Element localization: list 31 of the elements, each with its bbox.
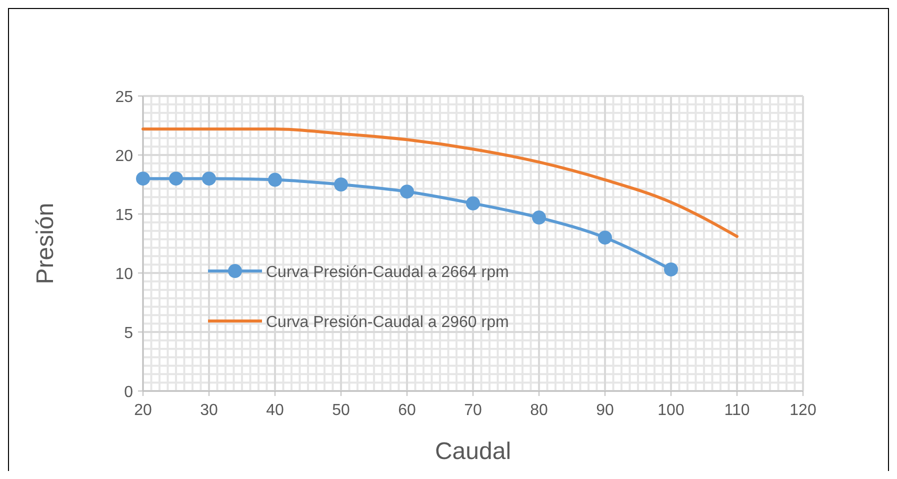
x-tick-label: 40: [266, 402, 284, 419]
x-tick-label: 60: [398, 402, 416, 419]
point: [202, 172, 216, 186]
point: [268, 172, 282, 187]
point: [334, 178, 348, 192]
y-tick-label: 20: [115, 148, 134, 165]
line-series: [142, 128, 738, 238]
x-tick-label: 100: [658, 402, 684, 419]
point: [532, 210, 546, 225]
x-tick-label: 120: [790, 402, 816, 419]
x-tick-label: 110: [724, 402, 750, 419]
x-tick-label: 30: [200, 402, 218, 419]
x-tick-label: 70: [464, 402, 482, 419]
x-tick-label: 80: [530, 402, 548, 419]
point: [136, 172, 150, 186]
x-axis-title: Caudal: [434, 438, 512, 465]
point: [466, 196, 480, 210]
point: [664, 262, 678, 276]
point: [169, 172, 183, 186]
y-tick-label: 0: [124, 384, 134, 401]
legend-label: Curva Presión-Caudal a 2664 rpm: [266, 264, 509, 281]
y-axis-title: Presión: [32, 202, 59, 284]
y-tick-label: 15: [115, 207, 134, 224]
point: [400, 184, 414, 199]
y-tick-label: 25: [115, 89, 134, 106]
x-tick-label: 50: [332, 402, 350, 419]
y-tick-label: 5: [124, 325, 134, 342]
y-tick-label: 10: [115, 266, 134, 283]
point: [598, 230, 612, 245]
legend-label: Curva Presión-Caudal a 2960 rpm: [266, 314, 509, 331]
x-tick-label: 90: [596, 402, 614, 419]
